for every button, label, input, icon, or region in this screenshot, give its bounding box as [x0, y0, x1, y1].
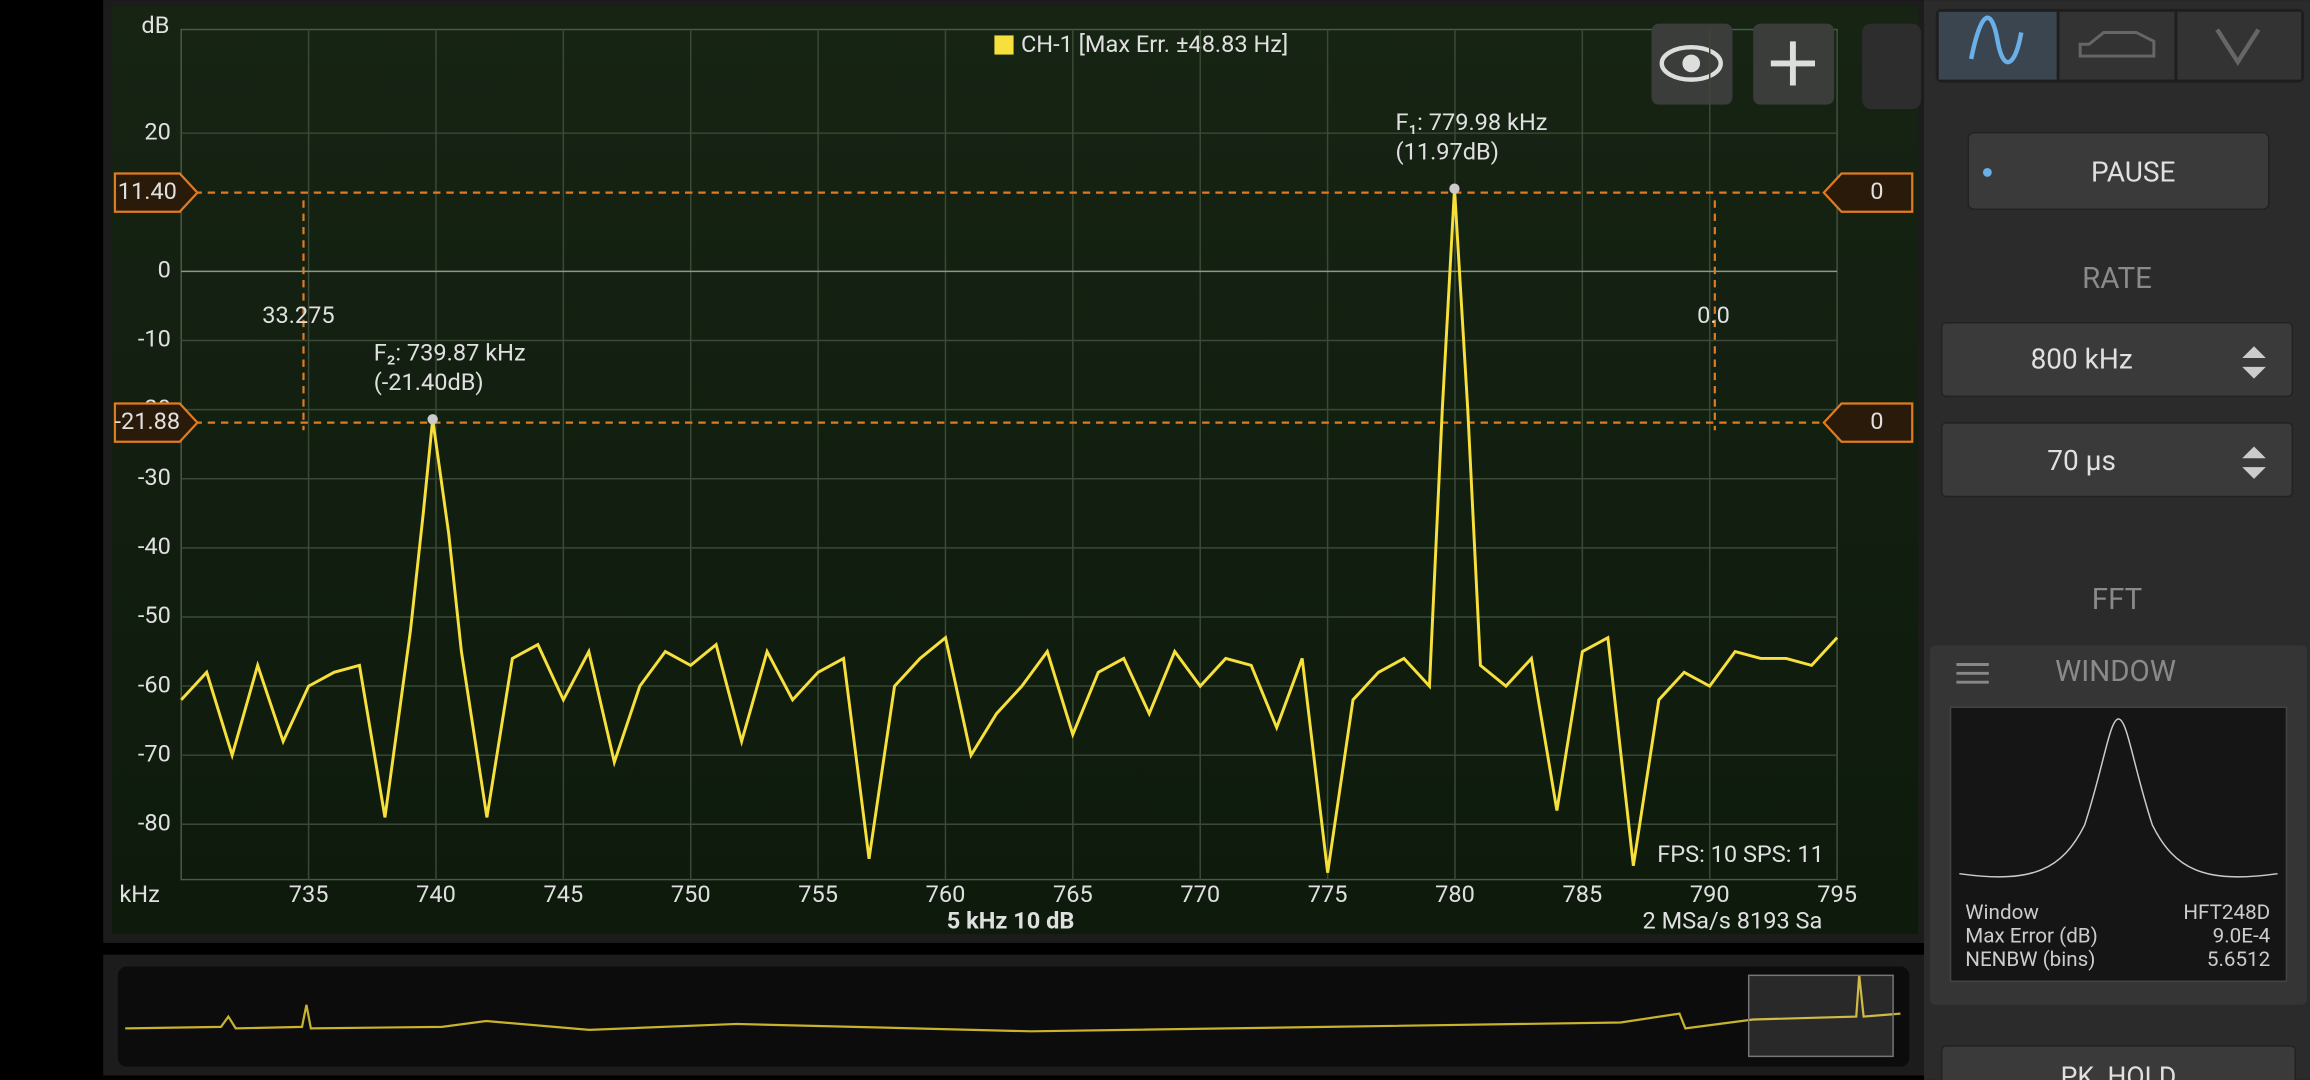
rate-heading: RATE [2082, 262, 2152, 296]
pause-button[interactable] [1967, 131, 2270, 211]
legend-label: CH-1 [Max Err. ±48.83 Hz] [1021, 30, 1288, 58]
fps-label: FPS: 10 SPS: 11 [1657, 840, 1824, 868]
y-tick-label: -80 [138, 809, 171, 837]
cursor-tag [113, 172, 199, 213]
drawer-handle[interactable] [1862, 23, 1922, 110]
v-cursor-label: 33.275 [262, 301, 334, 329]
x-tick-label: 795 [1817, 880, 1857, 908]
peak-dot [427, 414, 438, 425]
peak-label: F₂: 739.87 kHz [374, 339, 526, 367]
pause-led [1982, 168, 1992, 177]
window-info-key: NENBW (bins) [1965, 948, 2095, 972]
menu-icon[interactable] [1956, 663, 1989, 684]
cursor-tag [113, 402, 199, 443]
y-tick-label: -50 [138, 601, 171, 629]
peak-level: (-21.40dB) [374, 368, 484, 396]
cursor-tag [1822, 402, 1914, 443]
y-tick-label: 0 [158, 256, 171, 284]
x-tick-label: 790 [1690, 880, 1730, 908]
window-curve [1959, 718, 2278, 878]
rate-select[interactable] [1940, 321, 2294, 398]
pk-hold-label: PK. HOLD [2061, 1061, 2177, 1080]
y-tick-label: -70 [138, 739, 171, 767]
eye-icon [1659, 45, 1723, 82]
tab-car[interactable] [2059, 11, 2175, 80]
x-tick-label: 775 [1308, 880, 1348, 908]
v-cursor-label: 0.0 [1697, 301, 1730, 329]
tab-v[interactable] [2177, 11, 2302, 80]
cursor-tag [1822, 172, 1914, 213]
sample-label: 2 MSa/s 8193 Sa [1643, 907, 1823, 935]
window-info-key: Window [1965, 901, 2039, 925]
peak-label: F₁: 779.98 kHz [1396, 108, 1548, 136]
window-info-key: Max Error (dB) [1965, 924, 2098, 948]
time-select[interactable] [1940, 422, 2294, 498]
window-info-value: 5.6512 [2207, 948, 2270, 972]
eye-icon [1682, 54, 1701, 73]
y-tick-label: -60 [138, 670, 171, 698]
x-tick-label: 765 [1053, 880, 1093, 908]
x-tick-label: 750 [671, 880, 711, 908]
peak-level: (11.97dB) [1396, 138, 1499, 166]
x-tick-label: 770 [1180, 880, 1220, 908]
spinner-icon [2242, 446, 2266, 479]
x-tick-label: 760 [926, 880, 966, 908]
spinner-icon [2242, 346, 2266, 379]
car-icon [2078, 31, 2156, 58]
cursor-right-label: 0 [1870, 407, 1883, 435]
v-icon [2215, 28, 2261, 67]
x-tick-label: 745 [543, 880, 583, 908]
overview [117, 966, 1910, 1067]
legend-swatch [994, 35, 1014, 55]
window-plot [1949, 706, 2288, 982]
fft-heading: FFT [2092, 583, 2142, 617]
spectrum-line [180, 188, 1839, 873]
cursor-label: -21.88 [114, 407, 180, 435]
y-tick-label: 20 [144, 117, 171, 145]
scale-label: 5 kHz 10 dB [947, 907, 1075, 935]
y-tick-label: -30 [138, 463, 171, 491]
overview-window[interactable] [1747, 974, 1894, 1058]
plus-icon [1770, 41, 1816, 86]
x-tick-label: 785 [1562, 880, 1602, 908]
x-tick-label: 735 [289, 880, 329, 908]
window-heading: WINDOW [2055, 655, 2176, 689]
y-axis-label: dB [141, 11, 169, 39]
pause-label: PAUSE [2091, 155, 2175, 188]
window-info-value: 9.0E-4 [2213, 924, 2271, 948]
cursor-label: 11.40 [118, 177, 177, 205]
time-value: 70 µs [2047, 444, 2116, 477]
rate-value: 800 kHz [2031, 342, 2133, 375]
x-axis-label: kHz [119, 880, 159, 908]
wave-icon [1968, 15, 2024, 65]
y-tick-label: -40 [138, 532, 171, 560]
x-tick-label: 755 [798, 880, 838, 908]
y-tick-label: -10 [138, 325, 171, 353]
x-tick-label: 740 [416, 880, 456, 908]
plot-panel [111, 5, 1919, 935]
window-info-value: HFT248D [2183, 901, 2270, 925]
peak-dot [1449, 183, 1460, 194]
pk-hold-button[interactable] [1940, 1045, 2297, 1080]
cursor-right-label: 0 [1870, 177, 1883, 205]
left-bezel [0, 0, 104, 1080]
x-tick-label: 780 [1435, 880, 1475, 908]
overview-trace [125, 975, 1901, 1033]
